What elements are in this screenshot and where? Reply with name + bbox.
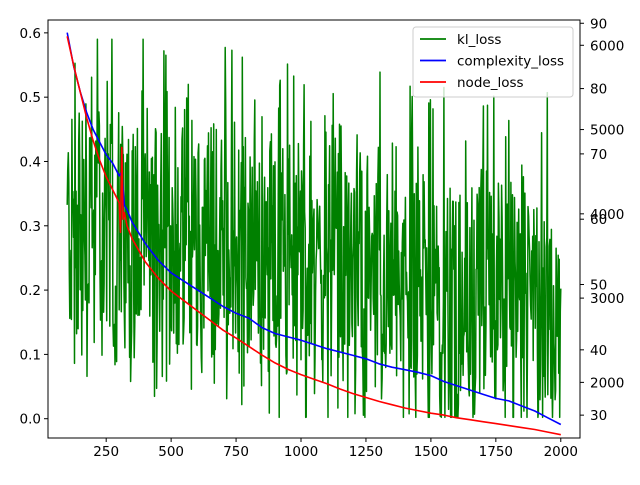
y-right-tick-label: 3000 (590, 291, 624, 307)
y-left-tick-label: 0.3 (20, 219, 41, 235)
y-left-tick-label: 0.5 (20, 90, 41, 106)
x-tick-label: 1750 (479, 444, 513, 460)
x-tick-label: 1500 (414, 444, 448, 460)
y-right-tick-label: 50 (590, 278, 607, 294)
y-right-tick-label: 70 (590, 147, 607, 163)
x-axis: 250 500 750 1000 1250 1500 1750 2000 (93, 438, 578, 460)
legend-label: kl_loss (457, 32, 501, 48)
y-right-tick-label: 5000 (590, 123, 624, 139)
x-tick-label: 250 (93, 444, 119, 460)
y-axis-right-outer: 30 40 50 60 70 80 90 (580, 16, 607, 424)
plot-lines (66, 32, 562, 436)
legend: kl_loss complexity_loss node_loss (412, 26, 574, 98)
y-axis-left: 0.0 0.1 0.2 0.3 0.4 0.5 0.6 (20, 26, 48, 428)
y-right-tick-label: 4000 (590, 207, 624, 223)
y-right-tick-label: 90 (590, 16, 607, 32)
y-right-tick-label: 60 (590, 212, 607, 228)
series-line-kl-loss (66, 38, 562, 419)
x-tick-label: 750 (223, 444, 249, 460)
y-left-tick-label: 0.4 (20, 154, 41, 170)
y-left-tick-label: 0.2 (20, 283, 41, 299)
y-right-tick-label: 6000 (590, 38, 624, 54)
y-right-tick-label: 40 (590, 343, 607, 359)
y-left-tick-label: 0.0 (20, 412, 41, 428)
y-left-tick-label: 0.6 (20, 26, 41, 42)
legend-label: complexity_loss (457, 54, 564, 70)
x-tick-label: 500 (158, 444, 184, 460)
x-tick-label: 2000 (544, 444, 578, 460)
x-tick-label: 1250 (349, 444, 383, 460)
legend-box (412, 26, 574, 98)
y-right-tick-label: 2000 (590, 375, 624, 391)
y-axis-right-inner: 2000 3000 4000 5000 6000 (580, 38, 624, 391)
x-tick-label: 1000 (284, 444, 318, 460)
legend-label: node_loss (457, 75, 524, 91)
y-left-tick-label: 0.1 (20, 347, 41, 363)
plot-frame (47, 19, 581, 439)
y-right-tick-label: 80 (590, 82, 607, 98)
y-right-tick-label: 30 (590, 408, 607, 424)
series-line-node-loss (66, 36, 561, 436)
series-line-complexity-loss (66, 32, 562, 426)
